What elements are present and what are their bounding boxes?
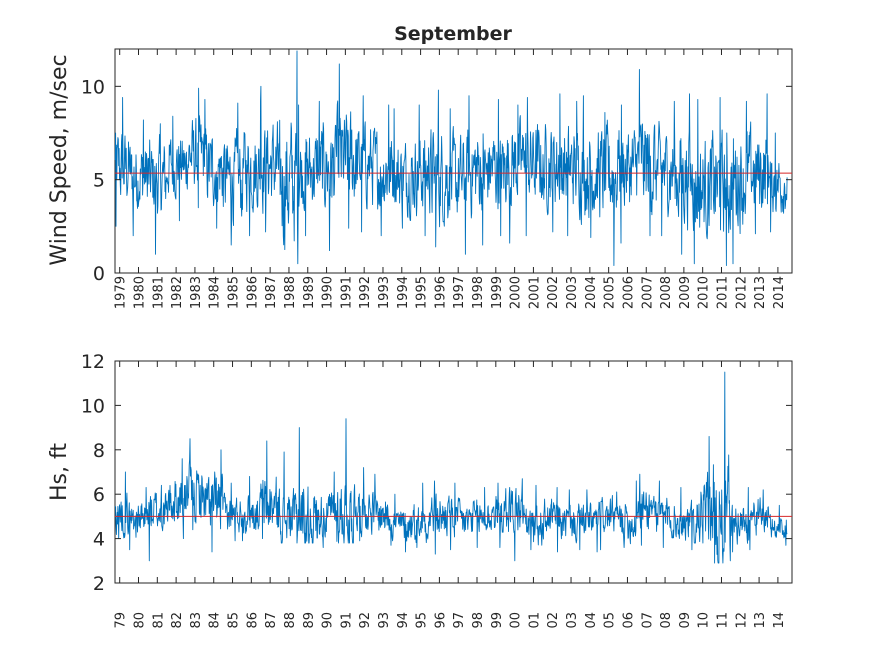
x-tick-label: 2009	[678, 276, 693, 309]
x-tick-label: 04	[584, 612, 599, 629]
y-tick-label: 6	[93, 484, 105, 506]
x-tick-label: 1986	[245, 276, 260, 309]
x-tick-label: 91	[339, 612, 354, 629]
x-tick-label: 94	[396, 612, 411, 629]
x-tick-label: 87	[264, 612, 279, 629]
y-tick-label: 5	[93, 170, 105, 192]
x-tick-label: 2011	[715, 276, 730, 309]
x-tick-label: 93	[377, 612, 392, 629]
x-tick-label: 13	[753, 612, 768, 629]
x-tick-label: 09	[678, 612, 693, 629]
x-tick-label: 08	[659, 612, 674, 629]
x-tick-label: 2013	[753, 276, 768, 309]
wave-height-panel: Hs, ft 2 4 6 8 10 12 79 80 81 82 83 84 85 86 87 88 89 90…	[47, 351, 793, 629]
y-tick-label: 10	[81, 395, 105, 417]
y-tick-label: 0	[93, 263, 105, 285]
x-tick-label: 2002	[546, 276, 561, 309]
x-tick-label: 1994	[396, 276, 411, 309]
plot-area-hs	[114, 360, 793, 584]
x-tick-label: 2007	[640, 276, 655, 309]
x-tick-label: 05	[603, 612, 618, 629]
x-tick-label: 1996	[433, 276, 448, 309]
x-tick-label: 88	[283, 612, 298, 629]
x-tick-label: 90	[321, 612, 336, 629]
x-tick-label: 03	[565, 612, 580, 629]
x-tick-label: 89	[302, 612, 317, 629]
y-tick-label: 10	[81, 76, 105, 98]
y-axis-label-wind-speed: Wind Speed, m/sec	[47, 54, 72, 265]
x-tick-label: 2004	[584, 276, 599, 309]
y-axis-label-hs: Hs, ft	[47, 443, 72, 501]
y-tick-label: 2	[93, 573, 105, 595]
x-tick-label: 86	[245, 612, 260, 629]
x-tick-label: 2008	[659, 276, 674, 309]
x-tick-label: 95	[415, 612, 430, 629]
x-tick-label: 81	[151, 612, 166, 629]
x-tick-label: 10	[697, 612, 712, 629]
x-tick-label: 12	[734, 612, 749, 629]
x-tick-label: 1998	[471, 276, 486, 309]
x-tick-label: 85	[227, 612, 242, 629]
chart-title: September	[394, 23, 512, 45]
x-tick-label: 83	[189, 612, 204, 629]
x-tick-label: 1992	[358, 276, 373, 309]
x-tick-label: 02	[546, 612, 561, 629]
x-tick-label: 1993	[377, 276, 392, 309]
x-axis-ticks-wind-speed: 1979 1980 1981 1982 1983 1984 1985 1986 1987 1988…	[114, 49, 787, 309]
x-tick-label: 96	[433, 612, 448, 629]
x-tick-label: 2012	[734, 276, 749, 309]
x-tick-label: 2006	[621, 276, 636, 309]
x-tick-label: 1987	[264, 276, 279, 309]
x-tick-label: 1985	[227, 276, 242, 309]
x-tick-label: 84	[208, 612, 223, 629]
x-tick-label: 1981	[151, 276, 166, 309]
x-tick-label: 1989	[302, 276, 317, 309]
y-axis-ticks-hs: 2 4 6 8 10 12	[81, 351, 792, 595]
x-tick-label: 1979	[114, 276, 129, 309]
x-tick-label: 06	[621, 612, 636, 629]
x-tick-label: 00	[509, 612, 524, 629]
x-tick-label: 92	[358, 612, 373, 629]
y-tick-label: 8	[93, 440, 105, 462]
wind-speed-panel: September Wind Speed, m/sec 0 5 10 1979 198…	[47, 23, 793, 309]
x-tick-label: 99	[490, 612, 505, 629]
x-tick-label: 2000	[509, 276, 524, 309]
x-tick-label: 79	[114, 612, 129, 629]
x-tick-label: 2005	[603, 276, 618, 309]
x-tick-label: 1988	[283, 276, 298, 309]
x-tick-label: 98	[471, 612, 486, 629]
x-tick-label: 11	[715, 612, 730, 629]
x-tick-label: 97	[452, 612, 467, 629]
x-tick-label: 1995	[415, 276, 430, 309]
x-tick-label: 1982	[170, 276, 185, 309]
x-tick-label: 82	[170, 612, 185, 629]
x-tick-label: 1980	[133, 276, 148, 309]
x-tick-label: 01	[527, 612, 542, 629]
x-tick-label: 07	[640, 612, 655, 629]
x-tick-label: 2010	[697, 276, 712, 309]
x-tick-label: 1999	[490, 276, 505, 309]
x-tick-label: 1983	[189, 276, 204, 309]
x-tick-label: 2003	[565, 276, 580, 309]
x-tick-label: 80	[133, 612, 148, 629]
x-tick-label: 1991	[339, 276, 354, 309]
series-line	[114, 50, 788, 266]
y-tick-label: 4	[93, 529, 105, 551]
x-tick-label: 2001	[527, 276, 542, 309]
x-tick-label: 14	[772, 612, 787, 629]
y-axis-ticks-wind-speed: 0 5 10	[81, 76, 792, 285]
wind-speed-series	[114, 50, 788, 266]
x-tick-label: 1984	[208, 276, 223, 309]
x-axis-ticks-hs: 79 80 81 82 83 84 85 86 87 88 89 90 91 92 93 94 95 96 97 98…	[114, 361, 787, 629]
x-tick-label: 1997	[452, 276, 467, 309]
x-tick-label: 2014	[772, 276, 787, 309]
x-tick-label: 1990	[321, 276, 336, 309]
y-tick-label: 12	[81, 351, 105, 373]
